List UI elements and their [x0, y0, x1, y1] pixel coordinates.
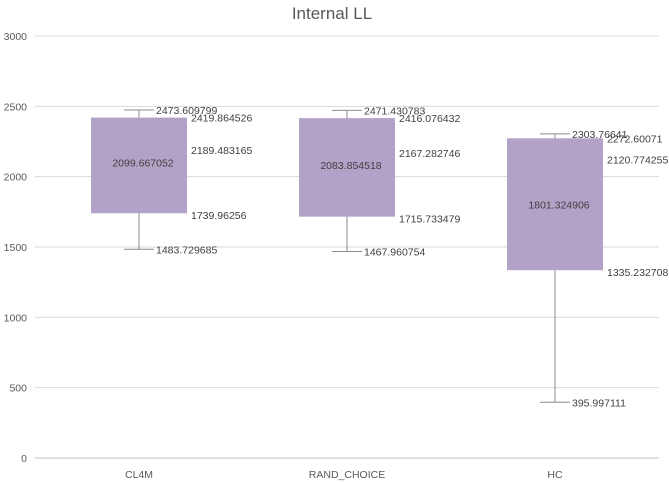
- y-axis-tick-labels: 0 500 1000 1500 2000 2500 3000: [4, 31, 28, 465]
- data-label-max: 2303.76641: [572, 129, 628, 141]
- x-category-label: RAND_CHOICE: [309, 469, 385, 481]
- data-label-q3: 2416.076432: [399, 113, 460, 125]
- data-label-min: 395.997111: [572, 397, 626, 409]
- data-label-q3: 2419.864526: [191, 113, 252, 125]
- data-label-q1: 1715.733479: [399, 214, 460, 226]
- data-label-median: 2189.483165: [191, 145, 252, 157]
- x-category-label: CL4M: [125, 469, 153, 481]
- box-RAND_CHOICE: [299, 118, 395, 217]
- data-label-max: 2473.609799: [156, 105, 217, 117]
- data-label-max: 2471.430783: [364, 105, 425, 117]
- y-tick-label: 1000: [4, 312, 28, 324]
- data-label-mean: 2099.667052: [112, 158, 173, 170]
- boxes: [91, 109, 603, 403]
- box-CL4M: [91, 117, 187, 214]
- y-tick-label: 2000: [4, 172, 28, 184]
- x-axis-category-labels: CL4M RAND_CHOICE HC: [125, 469, 563, 481]
- y-tick-label: 500: [9, 383, 27, 395]
- y-tick-label: 0: [21, 453, 27, 465]
- data-label-mean: 1801.324906: [528, 200, 589, 212]
- data-label-median: 2120.774255: [607, 155, 668, 167]
- data-label-q1: 1739.96256: [191, 210, 247, 222]
- y-tick-label: 3000: [4, 31, 28, 43]
- data-label-min: 1467.960754: [364, 247, 425, 259]
- data-label-median: 2167.282746: [399, 148, 460, 160]
- data-label-min: 1483.729685: [156, 244, 217, 256]
- y-tick-label: 1500: [4, 242, 28, 254]
- data-label-q3: 2272.60071: [607, 133, 663, 145]
- chart-title: Internal LL: [292, 4, 372, 23]
- data-label-mean: 2083.854518: [320, 160, 381, 172]
- box-HC: [507, 138, 603, 271]
- y-tick-label: 2500: [4, 101, 28, 113]
- data-label-q1: 1335.232708: [607, 267, 668, 279]
- x-category-label: HC: [547, 469, 563, 481]
